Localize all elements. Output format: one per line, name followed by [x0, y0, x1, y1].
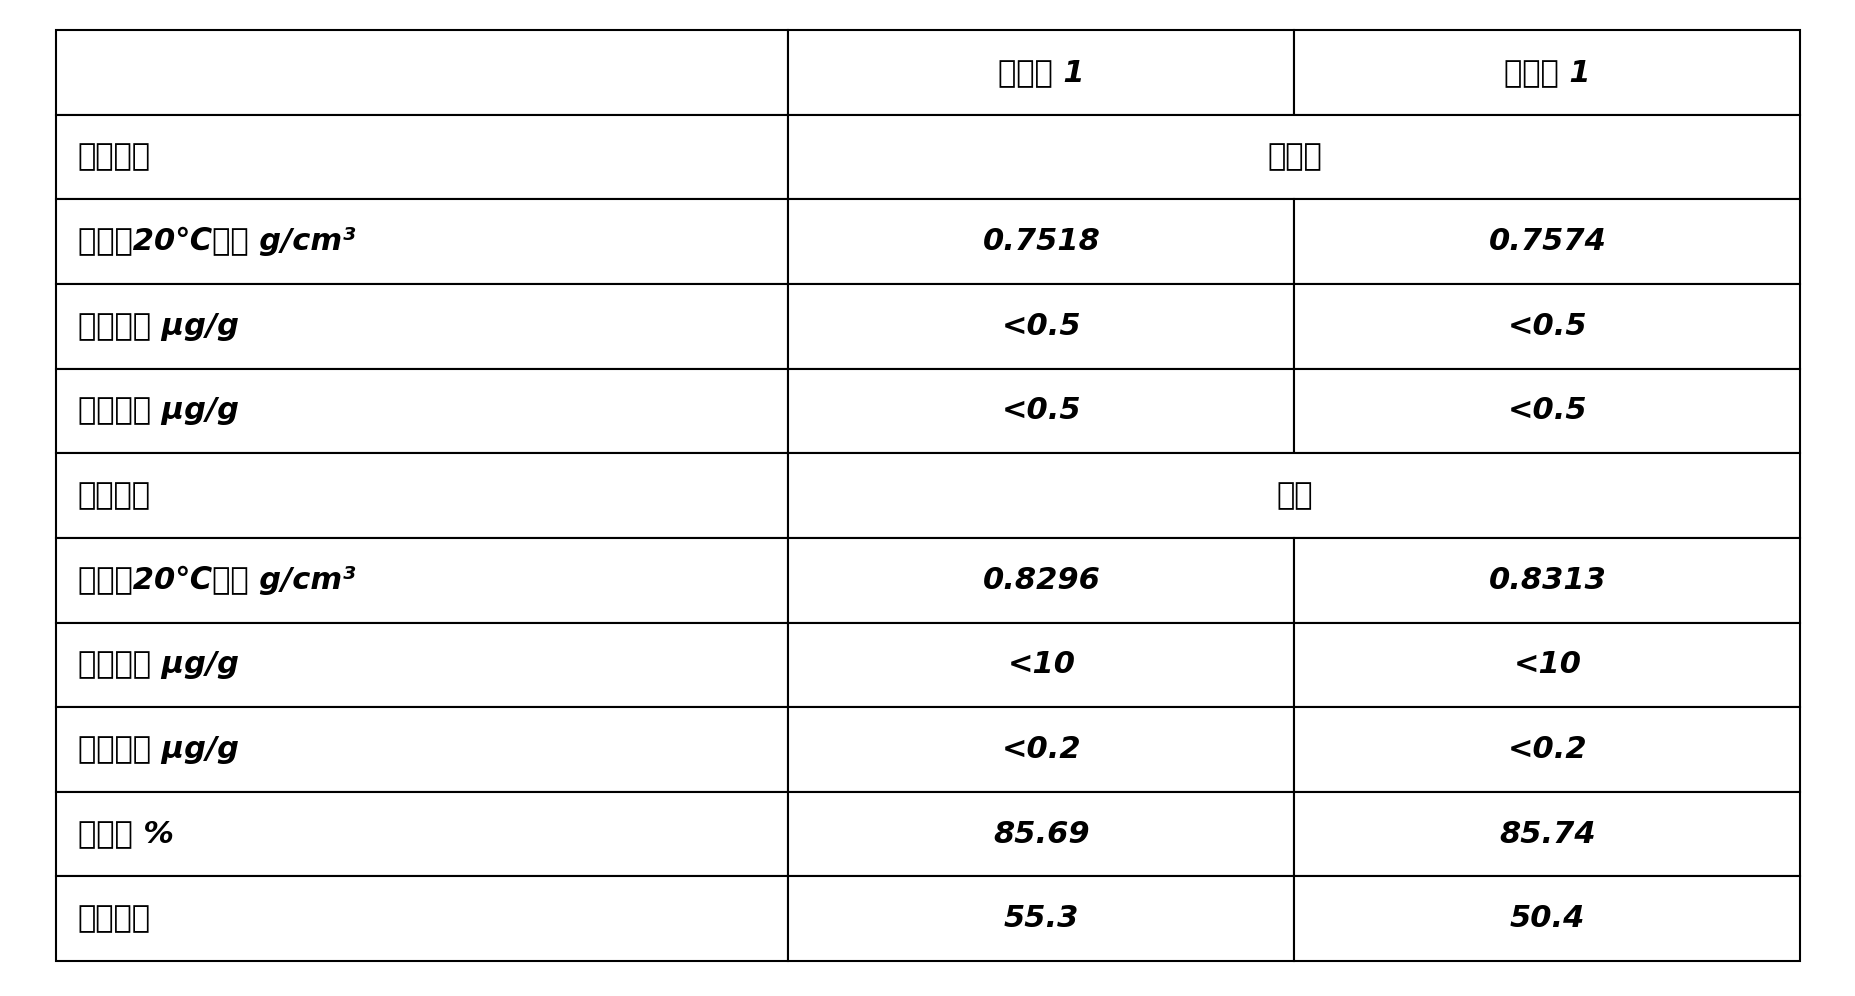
Bar [1293, 707, 1799, 792]
Bar [788, 199, 1293, 284]
Bar [788, 622, 1293, 707]
Text: 柴油: 柴油 [1276, 481, 1311, 510]
Bar [56, 792, 788, 876]
Text: 产品馏分: 产品馏分 [78, 481, 150, 510]
Bar [788, 792, 1293, 876]
Text: 密度（20℃）， g/cm³: 密度（20℃）， g/cm³ [78, 227, 356, 256]
Bar [1293, 284, 1799, 369]
Bar [1293, 876, 1799, 961]
Bar [56, 115, 788, 199]
Bar [1293, 622, 1799, 707]
Text: <10: <10 [1007, 650, 1074, 679]
Text: 0.7518: 0.7518 [981, 227, 1100, 256]
Text: 硫含量， μg/g: 硫含量， μg/g [78, 312, 239, 341]
Bar [788, 284, 1293, 369]
Bar [788, 707, 1293, 792]
Bar [56, 876, 788, 961]
Bar [788, 538, 1293, 622]
Text: 硫含量， μg/g: 硫含量， μg/g [78, 650, 239, 679]
Text: <0.5: <0.5 [1002, 312, 1081, 341]
Text: 氮含量， μg/g: 氮含量， μg/g [78, 735, 239, 764]
Bar [1293, 199, 1799, 284]
Text: <0.5: <0.5 [1506, 396, 1586, 425]
Bar [788, 453, 1799, 538]
Bar [788, 876, 1293, 961]
Text: 85.69: 85.69 [992, 820, 1089, 849]
Text: <0.5: <0.5 [1002, 396, 1081, 425]
Bar [788, 30, 1293, 115]
Text: 收率， %: 收率， % [78, 820, 174, 849]
Bar [1293, 538, 1799, 622]
Text: 实施例 1: 实施例 1 [998, 58, 1083, 87]
Bar [56, 284, 788, 369]
Text: 密度（20℃）， g/cm³: 密度（20℃）， g/cm³ [78, 566, 356, 595]
Bar [56, 707, 788, 792]
Text: 85.74: 85.74 [1499, 820, 1595, 849]
Text: <0.2: <0.2 [1002, 735, 1081, 764]
Bar [1293, 369, 1799, 453]
Bar [56, 30, 788, 115]
Bar [1293, 30, 1799, 115]
Text: <10: <10 [1512, 650, 1580, 679]
Text: 石脑油: 石脑油 [1267, 142, 1321, 171]
Text: <0.2: <0.2 [1506, 735, 1586, 764]
Text: 十六烷値: 十六烷値 [78, 904, 150, 933]
Text: 对比例 1: 对比例 1 [1503, 58, 1590, 87]
Text: 产品馏分: 产品馏分 [78, 142, 150, 171]
Bar [56, 369, 788, 453]
Bar [788, 115, 1799, 199]
Bar [56, 453, 788, 538]
Text: 50.4: 50.4 [1508, 904, 1584, 933]
Bar [1293, 792, 1799, 876]
Bar [56, 199, 788, 284]
Text: 0.8296: 0.8296 [981, 566, 1100, 595]
Bar [56, 538, 788, 622]
Text: 55.3: 55.3 [1004, 904, 1078, 933]
Text: <0.5: <0.5 [1506, 312, 1586, 341]
Bar [788, 369, 1293, 453]
Text: 氮含量， μg/g: 氮含量， μg/g [78, 396, 239, 425]
Text: 0.7574: 0.7574 [1488, 227, 1605, 256]
Text: 0.8313: 0.8313 [1488, 566, 1605, 595]
Bar [56, 622, 788, 707]
